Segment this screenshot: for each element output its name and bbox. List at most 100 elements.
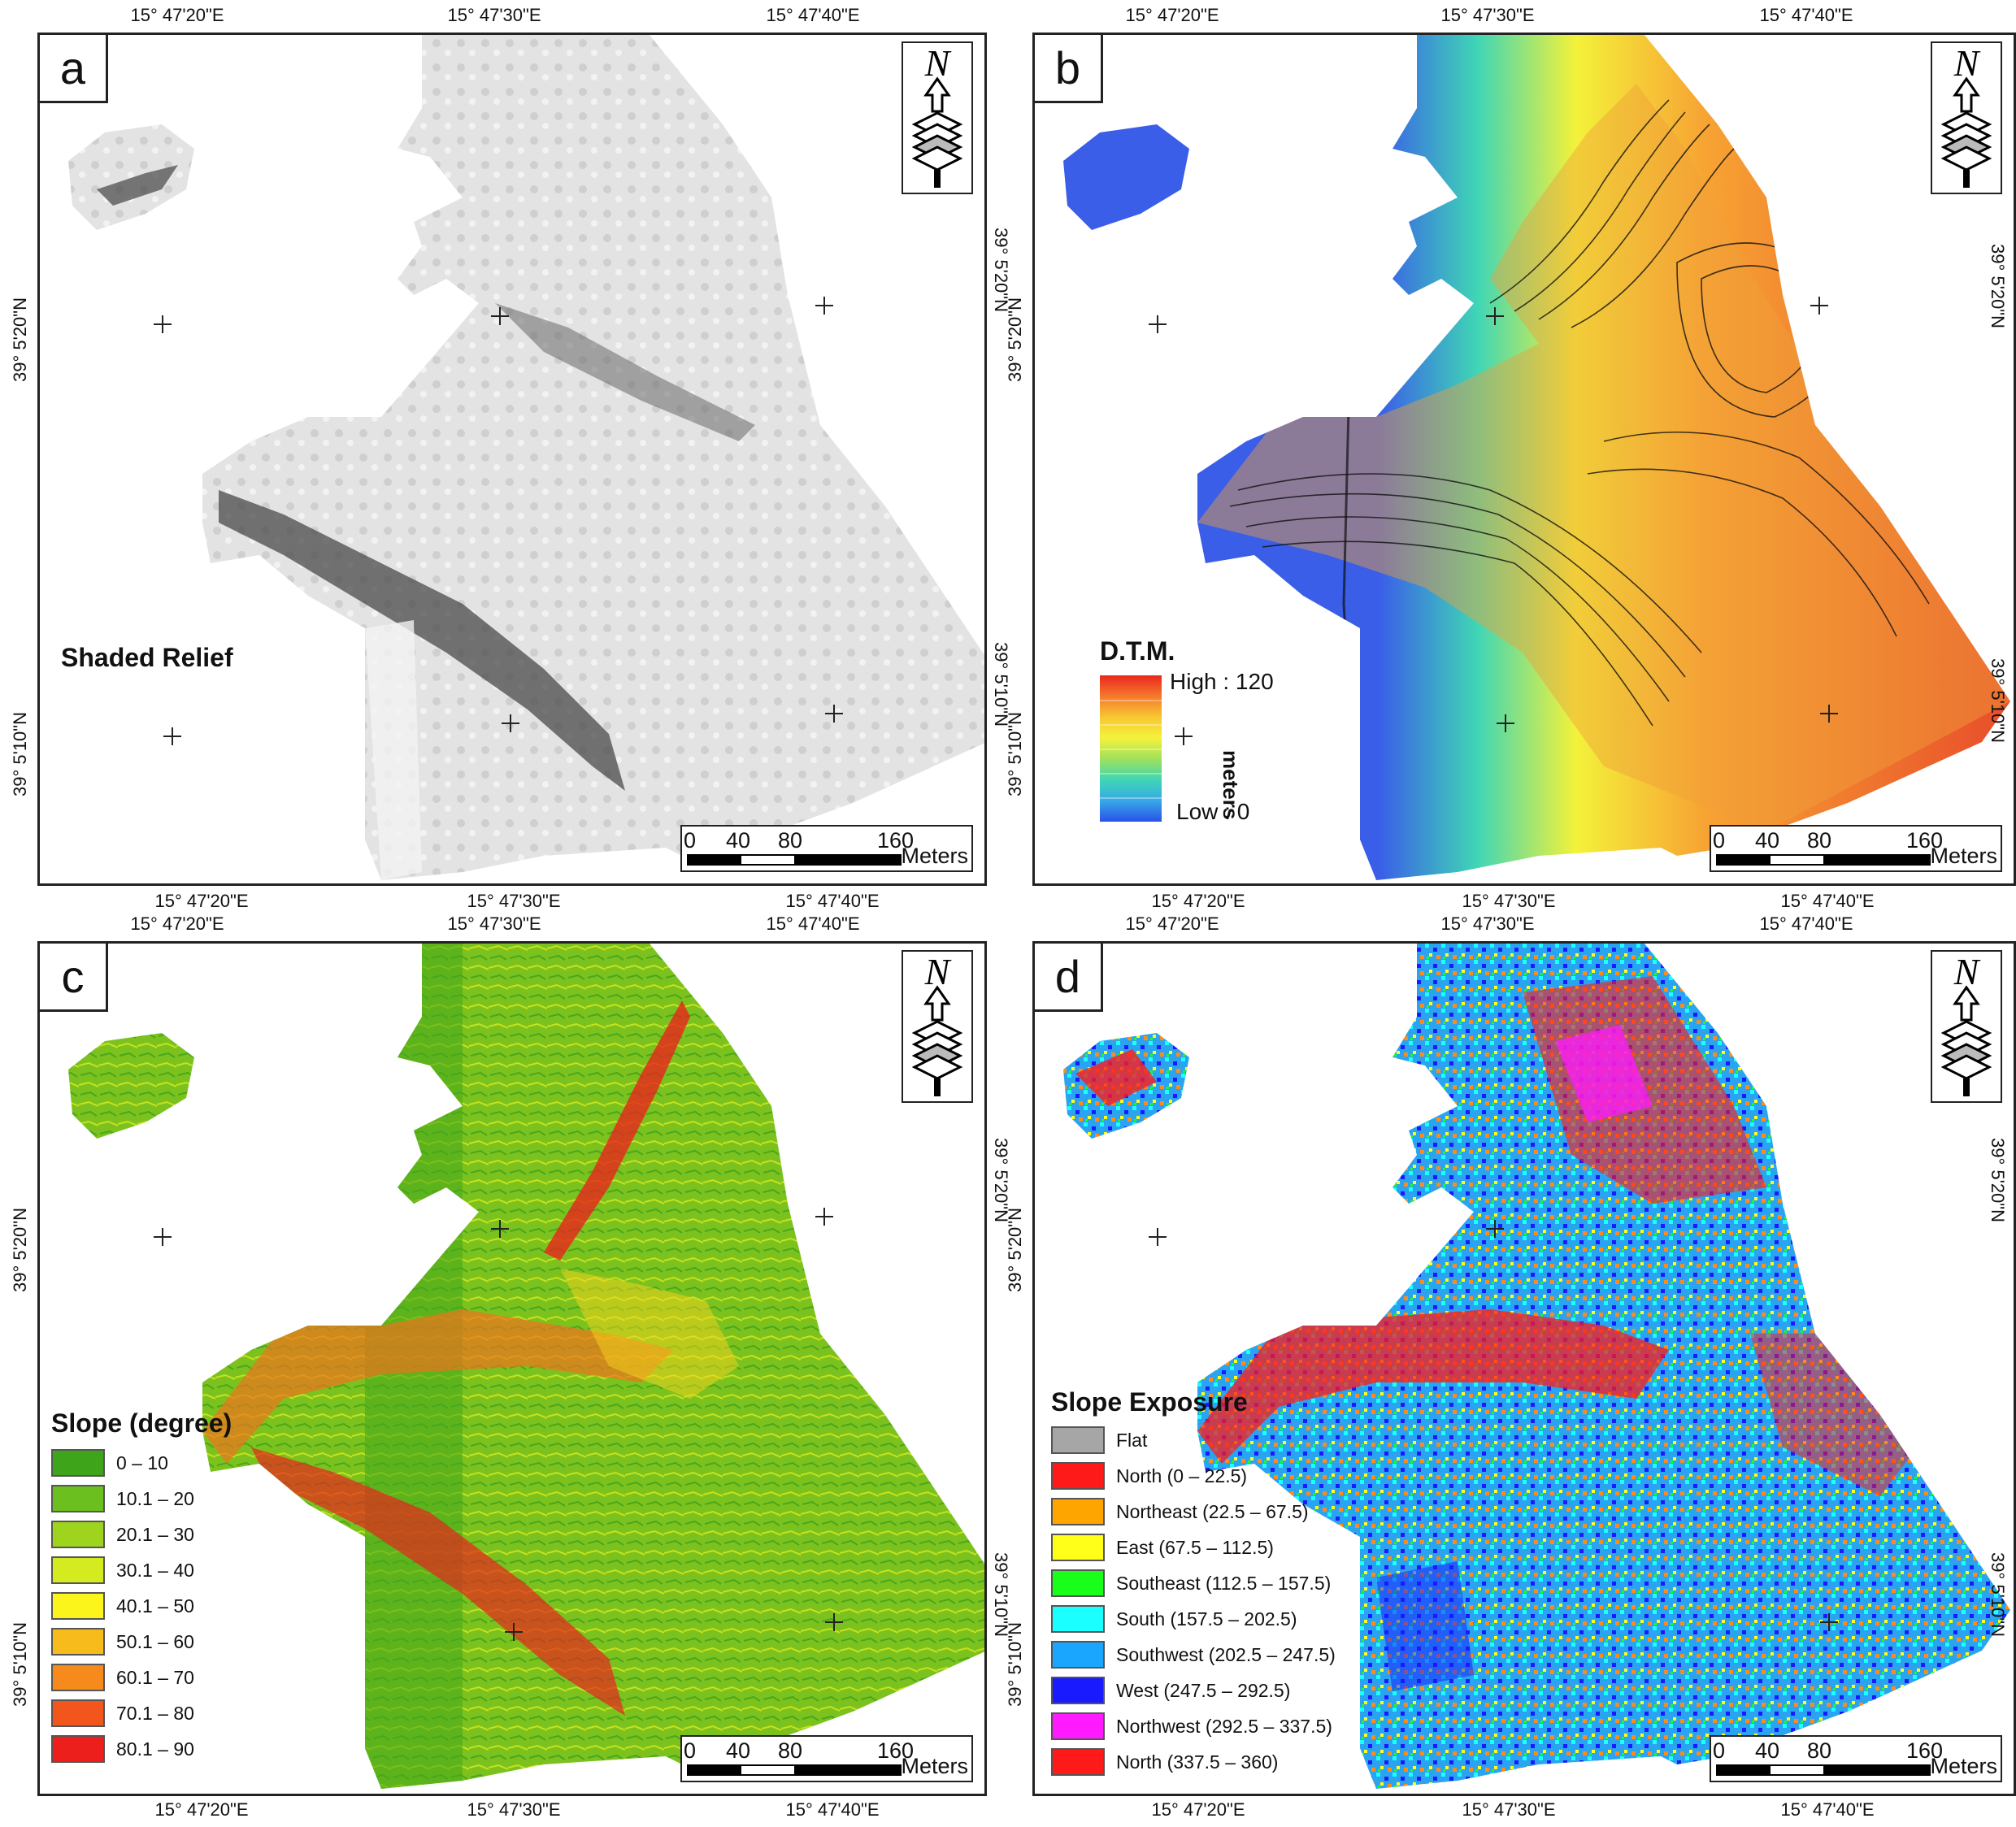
dtm-map (1063, 35, 2010, 880)
legend-swatch (1051, 1462, 1105, 1490)
coord-label: 15° 47'40"E (1780, 891, 1875, 911)
scale-unit: Meters (901, 844, 968, 868)
dtm-legend: D.T.M. High : 120 Low : 0 meters (1100, 636, 1311, 824)
scale-bar: 0 40 80 160 Meters (680, 825, 973, 872)
legend-label: 20.1 – 30 (116, 1523, 194, 1545)
legend-swatch (51, 1521, 105, 1548)
graticule-cross (1497, 714, 1514, 732)
exposure-legend-item: Southwest (202.5 – 247.5) (1051, 1637, 1336, 1673)
graticule-cross (491, 1220, 509, 1238)
scale-bar-segments (687, 854, 902, 866)
scale-label: 40 (726, 1738, 751, 1763)
coord-label: 15° 47'40"E (1759, 914, 1853, 934)
slope-legend-item: 80.1 – 90 (51, 1731, 232, 1767)
legend-swatch (51, 1592, 105, 1620)
coord-label: 39° 5'20"N (1005, 297, 1025, 382)
north-arrow-icon: N (902, 950, 973, 1103)
coord-label: 39° 5'20"N (1988, 1138, 2008, 1222)
graticule-cross (1175, 727, 1193, 745)
scale-label: 40 (1755, 828, 1780, 853)
slope-legend-item: 30.1 – 40 (51, 1552, 232, 1588)
legend-label: Southeast (112.5 – 157.5) (1116, 1572, 1332, 1594)
graticule-cross (1820, 1613, 1838, 1631)
scale-label: 0 (684, 828, 697, 853)
slope-legend-item: 20.1 – 30 (51, 1517, 232, 1552)
panel-letter: c (40, 944, 108, 1012)
panel-letter: a (40, 35, 108, 103)
legend-label: 80.1 – 90 (116, 1738, 194, 1760)
legend-label: 0 – 10 (116, 1452, 168, 1473)
scale-bar: 0 40 80 160 Meters (1710, 825, 2002, 872)
legend-swatch (1051, 1712, 1105, 1740)
exposure-legend-item: West (247.5 – 292.5) (1051, 1673, 1336, 1708)
slope-exposure-legend: Slope Exposure Flat North (0 – 22.5) North… (1051, 1387, 1336, 1780)
exposure-legend-item: East (67.5 – 112.5) (1051, 1530, 1336, 1565)
panel-d-slope-exposure: d Slope Exposure Flat North (0 – 22.5) Nor… (1032, 941, 2016, 1796)
scale-unit: Meters (1930, 844, 1997, 868)
graticule-cross (1810, 297, 1828, 315)
legend-swatch (1051, 1641, 1105, 1669)
scale-unit: Meters (901, 1754, 968, 1778)
coord-label: 15° 47'30"E (1462, 1799, 1556, 1820)
coord-label: 15° 47'40"E (1780, 1799, 1875, 1820)
legend-title: Slope Exposure (1051, 1387, 1248, 1417)
exposure-legend-item: Flat (1051, 1422, 1336, 1458)
coord-label: 39° 5'10"N (1005, 1622, 1025, 1707)
slope-legend-item: 10.1 – 20 (51, 1481, 232, 1517)
coord-label: 15° 47'20"E (130, 5, 224, 25)
legend-swatch (51, 1735, 105, 1763)
coord-label: 39° 5'20"N (1005, 1208, 1025, 1292)
exposure-legend-item: Northeast (22.5 – 67.5) (1051, 1494, 1336, 1530)
legend-label: 70.1 – 80 (116, 1702, 194, 1724)
north-arrow-icon: N (1931, 950, 2002, 1103)
map-title: Shaded Relief (61, 643, 233, 672)
coord-label: 39° 5'10"N (1005, 712, 1025, 796)
slope-legend-item: 40.1 – 50 (51, 1588, 232, 1624)
exposure-legend-item: North (0 – 22.5) (1051, 1458, 1336, 1494)
slope-exposure-map (1063, 944, 2010, 1789)
graticule-cross (825, 705, 843, 723)
exposure-legend-item: North (337.5 – 360) (1051, 1744, 1336, 1780)
panel-letter: b (1035, 35, 1103, 103)
coord-label: 15° 47'40"E (766, 914, 860, 934)
scale-label: 80 (778, 1738, 803, 1763)
scale-bar-segments (1716, 1764, 1931, 1776)
legend-title: Slope (degree) (51, 1408, 232, 1438)
graticule-cross (1149, 315, 1167, 333)
legend-swatch (51, 1664, 105, 1691)
coord-label: 15° 47'30"E (447, 5, 541, 25)
scale-label: 80 (1807, 828, 1832, 853)
legend-label: North (0 – 22.5) (1116, 1465, 1248, 1486)
scale-label: 0 (1713, 1738, 1726, 1763)
legend-swatch (51, 1628, 105, 1656)
slope-legend-item: 70.1 – 80 (51, 1695, 232, 1731)
legend-label: 30.1 – 40 (116, 1559, 194, 1581)
legend-title: D.T.M. (1100, 636, 1175, 666)
scale-label: 160 (1906, 1738, 1944, 1763)
north-arrow-icon: N (902, 41, 973, 194)
panel-letter: d (1035, 944, 1103, 1012)
legend-label: West (247.5 – 292.5) (1116, 1679, 1291, 1701)
slope-legend-item: 50.1 – 60 (51, 1624, 232, 1660)
scale-label: 40 (1755, 1738, 1780, 1763)
legend-label: East (67.5 – 112.5) (1116, 1536, 1274, 1558)
coord-label: 15° 47'20"E (1151, 891, 1245, 911)
legend-label: 40.1 – 50 (116, 1595, 194, 1617)
graticule-cross (1486, 1220, 1504, 1238)
graticule-cross (825, 1613, 843, 1631)
legend-label: 50.1 – 60 (116, 1630, 194, 1652)
graticule-cross (1149, 1228, 1167, 1246)
legend-label: 60.1 – 70 (116, 1666, 194, 1688)
coord-label: 39° 5'10"N (10, 712, 30, 796)
north-letter: N (924, 952, 952, 992)
graticule-cross (502, 714, 519, 732)
coord-label: 15° 47'30"E (1440, 914, 1535, 934)
north-letter: N (1953, 952, 1981, 992)
legend-label: 10.1 – 20 (116, 1487, 194, 1509)
scale-bar-segments (687, 1764, 902, 1776)
graticule-cross (163, 727, 181, 745)
slope-map (68, 944, 984, 1789)
legend-high: High : 120 (1170, 669, 1274, 694)
coord-label: 39° 5'20"N (10, 1208, 30, 1292)
coord-label: 15° 47'20"E (1125, 5, 1219, 25)
